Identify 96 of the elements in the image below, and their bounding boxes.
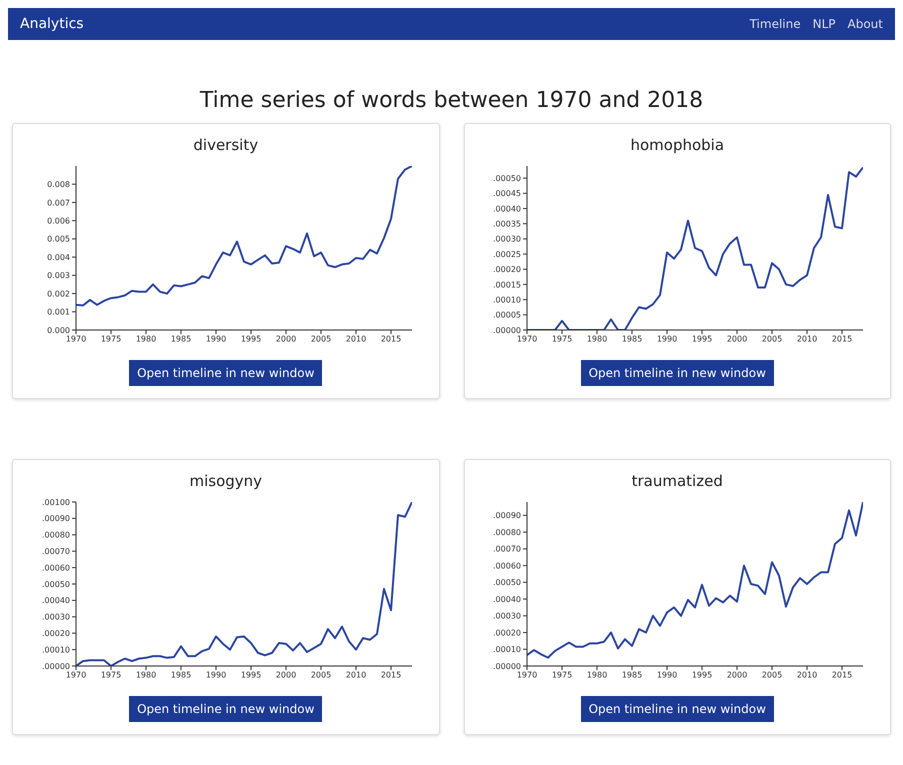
text: Timeline (750, 17, 801, 31)
y-tick-label: .00010 (42, 645, 70, 654)
x-tick-label: 2000 (727, 334, 748, 344)
x-tick-label: 1995 (692, 670, 712, 680)
y-tick-label: .00020 (493, 628, 522, 638)
y-tick-label: .00020 (42, 629, 70, 638)
x-tick-label: 1970 (66, 670, 86, 680)
y-tick-label: .00040 (42, 596, 70, 606)
line-series (76, 166, 412, 306)
x-tick-label: 2000 (276, 334, 296, 344)
y-tick-label: .00050 (493, 578, 522, 588)
x-tick-label: 1990 (657, 334, 678, 344)
y-tick-label: .00040 (493, 594, 522, 604)
x-tick-label: 1970 (66, 334, 86, 344)
x-tick-label: 1985 (622, 670, 642, 680)
x-tick-label: 1995 (240, 334, 261, 344)
y-tick-label: 0.001 (46, 308, 70, 317)
y-tick-label: .00080 (42, 530, 70, 540)
x-tick-label: 2015 (380, 670, 401, 680)
y-tick-label: .00010 (493, 645, 522, 654)
y-tick-label: .00040 (493, 204, 522, 214)
x-tick-label: 2005 (310, 670, 331, 680)
x-tick-label: 2015 (832, 670, 852, 680)
chart-title: diversity (193, 136, 258, 154)
text: Open timeline in new window (129, 360, 322, 386)
y-tick-label: .00070 (493, 544, 522, 554)
y-tick-label: .00060 (493, 561, 522, 570)
y-tick-label: 0.000 (46, 326, 70, 335)
y-tick-label: 0.003 (46, 271, 70, 280)
y-tick-label: .00000 (493, 326, 522, 335)
x-tick-label: 2015 (380, 334, 401, 344)
y-tick-label: .00030 (493, 612, 522, 621)
y-tick-label: .00050 (42, 580, 70, 589)
x-tick-label: 1980 (136, 670, 156, 680)
y-tick-label: 0.002 (46, 289, 70, 298)
x-tick-label: 1975 (552, 334, 572, 344)
x-tick-label: 1975 (100, 670, 121, 680)
line-series (527, 502, 864, 659)
y-tick-label: .00025 (493, 250, 522, 259)
y-tick-label: .00100 (42, 498, 70, 507)
y-tick-label: .00050 (493, 174, 522, 183)
y-tick-label: .00090 (493, 511, 522, 520)
x-tick-label: 2000 (727, 670, 748, 680)
chart-title: homophobia (630, 136, 724, 154)
x-tick-label: 2010 (346, 670, 366, 680)
x-tick-label: 1995 (692, 334, 712, 344)
x-tick-label: 2000 (276, 670, 296, 680)
y-tick-label: .00080 (493, 528, 522, 537)
text: Open timeline in new window (580, 360, 774, 386)
y-tick-label: .00070 (42, 547, 70, 556)
text: Open timeline in new window (580, 696, 774, 722)
x-tick-label: 1970 (517, 670, 538, 680)
y-tick-label: .00030 (493, 234, 522, 244)
x-tick-label: 2015 (832, 334, 852, 344)
x-tick-label: 1980 (136, 334, 156, 344)
y-tick-label: 0.005 (46, 234, 70, 244)
x-tick-label: 1990 (206, 670, 226, 680)
text: Time series of words between 1970 and 2018 (198, 88, 704, 113)
x-tick-label: 2010 (797, 334, 818, 344)
y-tick-label: .00005 (493, 310, 522, 320)
x-tick-label: 1985 (170, 334, 191, 344)
x-tick-label: 1975 (100, 334, 121, 344)
y-tick-label: .00090 (42, 514, 70, 524)
x-tick-label: 2005 (762, 334, 782, 344)
chart-title: misogyny (189, 472, 262, 490)
x-tick-label: 1985 (622, 334, 642, 344)
y-tick-label: 0.004 (46, 252, 70, 262)
x-tick-label: 2005 (310, 334, 331, 344)
y-tick-label: .00035 (493, 220, 522, 229)
text: About (848, 17, 883, 31)
x-tick-label: 2010 (346, 334, 366, 344)
x-tick-label: 1990 (206, 334, 226, 344)
x-tick-label: 1990 (657, 670, 678, 680)
y-tick-label: .00000 (493, 662, 522, 671)
y-tick-label: 0.008 (46, 180, 70, 190)
x-tick-label: 2005 (762, 670, 782, 680)
x-tick-label: 1980 (587, 334, 608, 344)
x-tick-label: 1980 (587, 670, 608, 680)
y-tick-label: .00000 (42, 662, 70, 671)
y-tick-label: 0.007 (46, 198, 70, 208)
y-tick-label: .00020 (493, 265, 522, 274)
text: NLP (812, 17, 836, 31)
y-tick-label: .00030 (42, 612, 70, 622)
y-tick-label: .00015 (493, 280, 522, 290)
x-tick-label: 1975 (552, 670, 572, 680)
x-tick-label: 2010 (797, 670, 818, 680)
text: Analytics (20, 16, 84, 32)
x-tick-label: 1970 (517, 334, 538, 344)
x-tick-label: 1985 (170, 670, 191, 680)
y-tick-label: 0.006 (46, 216, 70, 226)
y-tick-label: .00045 (493, 189, 522, 198)
chart-title: traumatized (632, 472, 723, 490)
x-tick-label: 1995 (240, 670, 261, 680)
y-tick-label: .00010 (493, 295, 522, 304)
text: Open timeline in new window (129, 696, 322, 722)
y-tick-label: .00060 (42, 563, 70, 572)
